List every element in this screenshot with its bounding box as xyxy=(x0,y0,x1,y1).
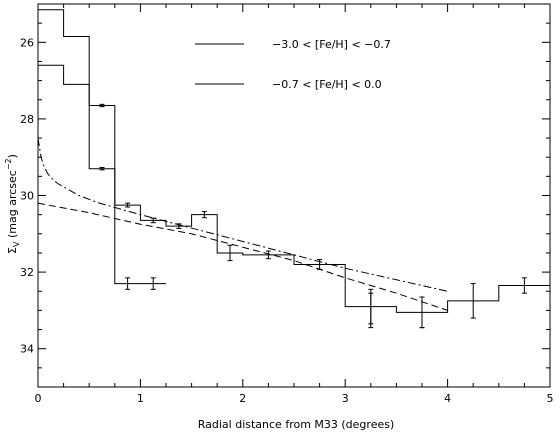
x-tick-label: 4 xyxy=(444,392,451,405)
x-axis-label: Radial distance from M33 (degrees) xyxy=(198,418,395,431)
y-axis-label-subscript: V xyxy=(12,241,21,247)
x-tick-label: 1 xyxy=(137,392,144,405)
series-0-error-bar xyxy=(99,167,105,171)
y-tick-label: 26 xyxy=(20,36,34,49)
y-axis-label: ΣV (mag arcsec−2) xyxy=(4,154,21,254)
legend: −3.0 < [Fe/H] < −0.7 −0.7 < [Fe/H] < 0.0 xyxy=(195,38,391,91)
series-0-histogram xyxy=(38,64,166,285)
series-1-error-bar xyxy=(227,244,233,262)
y-axis-label-exponent: −2 xyxy=(4,158,13,170)
y-axis-label-close: ) xyxy=(6,154,19,158)
plot-area xyxy=(37,9,550,329)
series-2-dashed-line xyxy=(37,202,448,311)
series-1-error-bar xyxy=(150,217,156,224)
series-1-error-bar xyxy=(470,283,476,319)
legend-label: −3.0 < [Fe/H] < −0.7 xyxy=(272,38,391,51)
series-3-dashdot-line xyxy=(37,137,448,292)
y-tick-label: 30 xyxy=(20,190,34,203)
y-tick-label: 34 xyxy=(20,343,34,356)
series-1-error-bar xyxy=(99,103,105,108)
series-0-error-bar xyxy=(150,277,156,290)
y-axis-label-units: (mag arcsec xyxy=(6,170,19,241)
x-tick-label: 5 xyxy=(547,392,554,405)
x-tick-label: 0 xyxy=(35,392,42,405)
y-tick-label: 28 xyxy=(20,113,34,126)
y-tick-label: 32 xyxy=(20,266,34,279)
series-1-error-bar xyxy=(265,250,271,260)
series-1-extra-error-bar xyxy=(368,292,374,329)
series-1-error-bar xyxy=(201,211,207,219)
y-axis-label-symbol: Σ xyxy=(6,247,19,254)
series-0-error-bar xyxy=(125,277,131,290)
x-tick-label: 2 xyxy=(239,392,246,405)
series-1-error-bar xyxy=(521,277,527,294)
x-tick-label: 3 xyxy=(342,392,349,405)
legend-label: −0.7 < [Fe/H] < 0.0 xyxy=(272,78,382,91)
series-1-error-bar xyxy=(125,202,131,208)
